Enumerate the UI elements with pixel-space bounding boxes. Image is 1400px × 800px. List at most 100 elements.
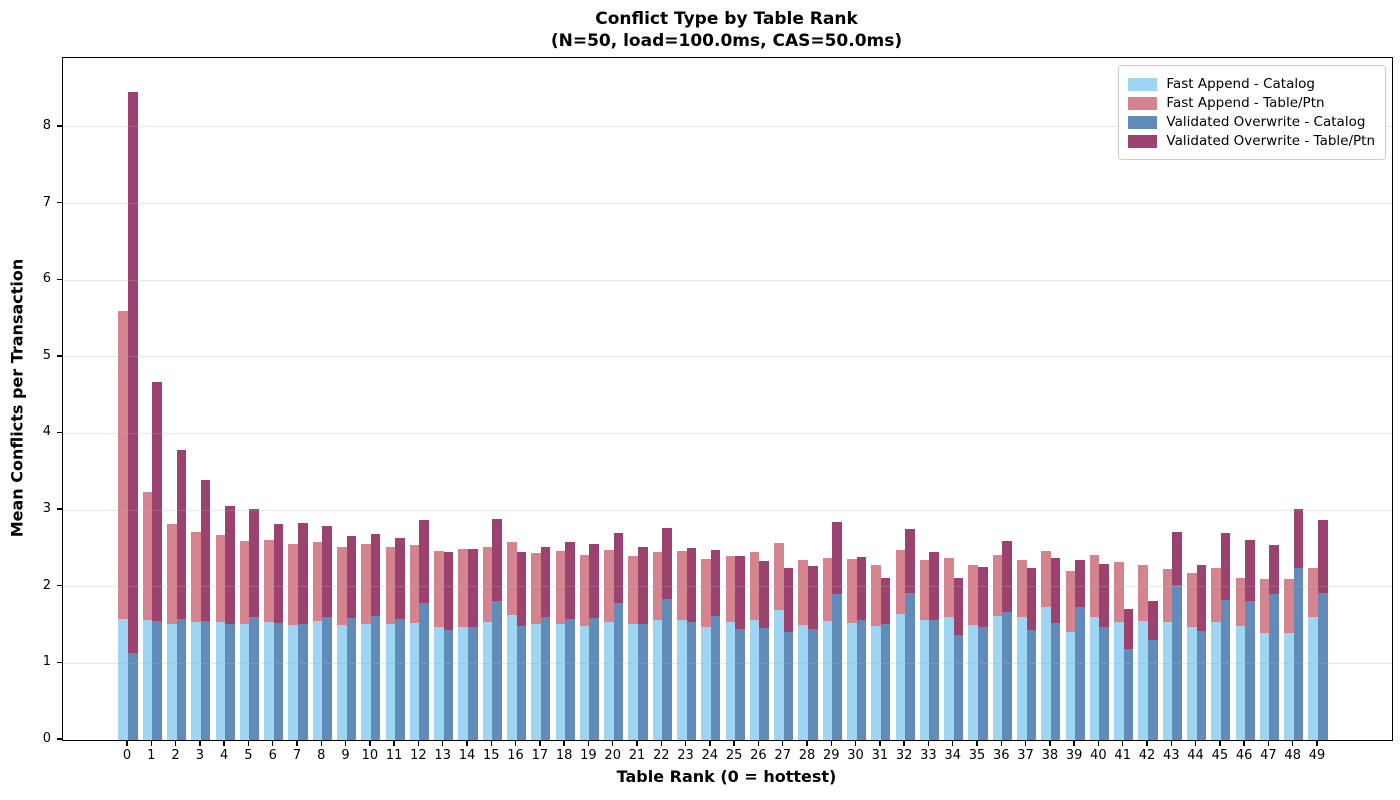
bar-segment — [1138, 621, 1148, 740]
fast-append-bar — [871, 565, 881, 740]
x-tick-mark — [199, 741, 201, 746]
bar-group-rank-27 — [774, 543, 794, 740]
bar-group-rank-29 — [822, 522, 842, 740]
x-tick-mark — [1170, 741, 1172, 746]
fast-append-bar — [458, 549, 468, 740]
bar-segment — [492, 519, 502, 602]
bar-segment — [152, 621, 162, 740]
bar-segment — [579, 625, 590, 740]
fast-append-bar — [1235, 577, 1246, 740]
gridline — [63, 432, 1392, 434]
validated-overwrite-bar — [832, 522, 842, 740]
x-tick-mark — [247, 741, 250, 746]
validated-overwrite-bar — [200, 480, 211, 740]
bar-segment — [1065, 631, 1076, 740]
bar-segment — [895, 613, 906, 740]
x-tick-mark — [1146, 741, 1148, 746]
x-tick-label: 45 — [1211, 748, 1229, 763]
bar-segment — [977, 566, 988, 628]
bar-segment — [832, 522, 842, 595]
bar-segment — [798, 625, 808, 740]
legend-swatch — [1128, 77, 1158, 91]
bar-segment — [200, 480, 211, 622]
y-tick-mark — [57, 431, 62, 434]
bar-segment — [1196, 631, 1207, 740]
fast-append-bar — [798, 559, 808, 740]
bar-segment — [540, 546, 551, 617]
x-tick-mark — [1292, 741, 1294, 746]
legend-swatch — [1128, 115, 1158, 129]
bar-segment — [1114, 622, 1124, 740]
x-tick-mark — [563, 741, 565, 746]
gridline — [63, 356, 1392, 358]
x-tick-mark — [417, 741, 420, 746]
bar-segment — [215, 534, 226, 622]
fast-append-bar — [919, 559, 930, 740]
bar-group-rank-40 — [1089, 554, 1109, 740]
bar-segment — [322, 616, 332, 740]
validated-overwrite-bar — [225, 506, 235, 740]
fast-append-bar — [506, 541, 517, 740]
validated-overwrite-bar — [516, 551, 527, 740]
validated-overwrite-bar — [565, 542, 575, 740]
x-tick-label: 16 — [507, 748, 524, 763]
bar-segment — [370, 533, 381, 616]
validated-overwrite-bar — [1099, 563, 1109, 740]
x-tick-mark — [587, 741, 590, 746]
bar-segment — [288, 625, 298, 740]
bar-segment — [968, 564, 978, 626]
bar-segment — [1186, 572, 1197, 628]
bar-segment — [176, 618, 187, 740]
validated-overwrite-bar — [346, 536, 357, 740]
x-tick-label: 18 — [555, 748, 573, 763]
bar-segment — [1245, 540, 1255, 601]
bar-segment — [1245, 600, 1255, 740]
bar-group-rank-24 — [701, 549, 721, 740]
y-tick-mark — [57, 661, 62, 664]
bar-segment — [686, 548, 697, 622]
fast-append-bar — [142, 491, 153, 740]
bar-segment — [1041, 607, 1051, 740]
y-tick-label: 7 — [42, 194, 51, 210]
bar-segment — [905, 592, 915, 740]
validated-overwrite-bar — [710, 549, 721, 740]
validated-overwrite-bar — [589, 543, 600, 740]
x-tick-mark — [684, 741, 687, 746]
bar-segment — [1259, 632, 1270, 740]
y-tick-label: 3 — [42, 501, 51, 517]
bar-group-rank-31 — [871, 565, 891, 740]
fast-append-bar — [288, 543, 298, 740]
x-tick-label: 24 — [701, 748, 719, 763]
bar-segment — [297, 624, 308, 740]
bar-segment — [1235, 577, 1246, 626]
x-tick-label: 31 — [871, 748, 889, 763]
x-tick-label: 47 — [1260, 748, 1277, 763]
bar-segment — [604, 549, 614, 622]
y-tick-mark — [57, 508, 62, 510]
bar-segment — [1123, 648, 1134, 740]
x-tick-mark — [1122, 741, 1124, 746]
x-tick-mark — [150, 741, 152, 746]
bar-segment — [662, 599, 672, 740]
bar-segment — [1308, 616, 1318, 740]
x-tick-mark — [320, 741, 322, 746]
bar-segment — [856, 619, 867, 740]
x-tick-label: 27 — [774, 748, 791, 763]
bar-segment — [953, 577, 964, 636]
x-tick-mark — [1049, 741, 1051, 746]
bar-segment — [846, 559, 857, 623]
bar-segment — [628, 624, 638, 740]
bar-segment — [297, 523, 308, 625]
bar-segment — [1259, 579, 1270, 633]
legend-item: Validated Overwrite - Table/Ptn — [1128, 133, 1375, 149]
bar-segment — [458, 549, 468, 627]
bar-segment — [871, 565, 881, 626]
bar-group-rank-16 — [506, 541, 527, 740]
bar-segment — [807, 566, 818, 629]
bar-group-rank-46 — [1235, 540, 1255, 740]
bar-segment — [652, 551, 663, 621]
bar-segment — [944, 617, 954, 740]
x-tick-mark — [393, 741, 395, 746]
x-tick-mark — [1024, 741, 1027, 746]
